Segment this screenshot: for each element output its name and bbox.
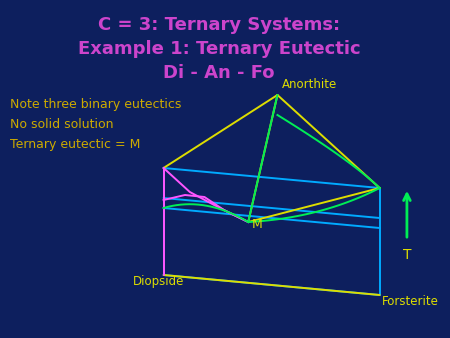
Text: Note three binary eutectics: Note three binary eutectics <box>10 98 181 111</box>
Text: Di - An - Fo: Di - An - Fo <box>163 64 275 82</box>
Text: No solid solution: No solid solution <box>10 118 113 131</box>
Text: Forsterite: Forsterite <box>382 295 438 308</box>
Text: C = 3: Ternary Systems:: C = 3: Ternary Systems: <box>98 16 340 34</box>
Text: Ternary eutectic = M: Ternary eutectic = M <box>10 138 140 151</box>
Text: T: T <box>403 248 411 262</box>
Text: M: M <box>252 218 263 231</box>
Text: Diopside: Diopside <box>133 275 184 288</box>
Text: Anorthite: Anorthite <box>282 78 338 91</box>
Text: Example 1: Ternary Eutectic: Example 1: Ternary Eutectic <box>78 40 360 58</box>
